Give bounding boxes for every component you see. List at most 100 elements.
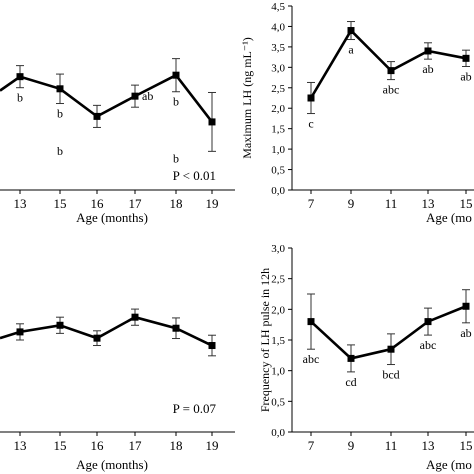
significance-letter: b <box>17 91 23 105</box>
significance-letter: b <box>57 144 63 158</box>
x-tick-label: 15 <box>460 196 473 211</box>
x-axis-label: Age (mo <box>426 210 472 225</box>
significance-letter: a <box>348 43 354 57</box>
x-tick-label: 13 <box>14 196 27 211</box>
panel-bottom-left: 13 15 16 17 18 19 P = 0.07 Age (months) <box>0 308 235 472</box>
y-tick-label: 0,5 <box>271 396 285 408</box>
x-tick-label: 18 <box>170 196 183 211</box>
y-tick-label: 4,0 <box>271 21 285 33</box>
y-tick-labels: 0,0 0,5 1,0 1,5 2,0 2,5 3,0 <box>271 243 292 439</box>
significance-letter: b <box>173 151 179 165</box>
significance-letter: ab <box>460 326 471 340</box>
significance-letters: c a abc ab ab <box>308 43 471 131</box>
x-tick-label: 16 <box>91 196 105 211</box>
x-tick-label: 7 <box>308 196 315 211</box>
x-tick-label: 17 <box>129 438 143 453</box>
y-tick-label: 3,0 <box>271 62 285 74</box>
data-point <box>347 27 355 35</box>
data-point <box>131 313 139 321</box>
data-point <box>172 71 180 79</box>
data-point <box>462 302 470 310</box>
data-point <box>208 118 216 126</box>
panel-bottom-right: 0,00,51,01,52,02,53,0 7 9 11 13 15 abccdbcda… <box>258 243 474 472</box>
panel-top-left: 13 15 16 17 18 19 b b ab b b b P < 0.01 Age (month… <box>0 58 235 225</box>
significance-letter: ab <box>460 70 471 84</box>
data-points <box>307 302 470 362</box>
y-tick-label: 4,5 <box>271 1 285 13</box>
x-tick-label: 13 <box>422 438 435 453</box>
y-tick-label: 1,5 <box>271 124 285 136</box>
significance-letter: b <box>173 95 179 109</box>
significance-letters: b b ab b b b <box>17 89 179 165</box>
data-point <box>16 328 24 336</box>
x-tick-labels: 13 15 16 17 18 19 <box>14 190 219 211</box>
x-tick-label: 18 <box>170 438 183 453</box>
y-tick-label: 2,5 <box>271 274 285 286</box>
x-tick-label: 9 <box>348 196 355 211</box>
y-axis-label: Frequency of LH pulse in 12h <box>258 268 272 412</box>
data-point <box>347 354 355 362</box>
x-axis-label: Age (mo <box>426 457 472 472</box>
significance-letter: abc <box>303 352 320 366</box>
data-point <box>462 54 470 62</box>
x-tick-labels: 7 9 11 13 15 <box>308 190 473 211</box>
x-tick-label: 19 <box>206 438 219 453</box>
p-value: P = 0.07 <box>173 401 217 416</box>
y-tick-label: 3,5 <box>271 42 285 54</box>
x-axis-label: Age (months) <box>76 210 148 225</box>
series-line <box>0 315 213 347</box>
y-tick-label: 0,0 <box>271 427 285 439</box>
y-tick-label: 0,0 <box>271 185 285 197</box>
x-tick-label: 13 <box>422 196 435 211</box>
data-point <box>307 318 315 326</box>
y-tick-label: 1,0 <box>271 366 285 378</box>
p-value: P < 0.01 <box>173 168 216 183</box>
x-tick-label: 11 <box>385 196 398 211</box>
x-tick-label: 15 <box>54 196 67 211</box>
y-tick-label: 1,0 <box>271 144 285 156</box>
significance-letters: abc cd bcd abc ab <box>303 326 472 389</box>
x-tick-label: 15 <box>54 438 67 453</box>
data-point <box>424 318 432 326</box>
x-tick-label: 19 <box>206 196 219 211</box>
data-point <box>424 47 432 55</box>
y-tick-label: 2,5 <box>271 83 285 95</box>
y-tick-label: 1,5 <box>271 335 285 347</box>
y-tick-label: 2,0 <box>271 103 285 115</box>
x-tick-label: 16 <box>91 438 105 453</box>
significance-letter: bcd <box>382 368 399 382</box>
data-point <box>16 73 24 81</box>
data-point <box>93 334 101 342</box>
data-points <box>16 71 216 126</box>
x-tick-labels: 13 15 16 17 18 19 <box>14 432 219 453</box>
data-point <box>307 94 315 102</box>
significance-letter: abc <box>420 338 437 352</box>
y-axis-label: Maximum LH (ng mL⁻¹) <box>240 37 254 159</box>
x-tick-label: 9 <box>348 438 355 453</box>
significance-letter: abc <box>383 83 400 97</box>
y-tick-label: 2,0 <box>271 304 285 316</box>
data-point <box>93 112 101 120</box>
x-tick-label: 13 <box>14 438 27 453</box>
data-point <box>56 85 64 93</box>
y-tick-label: 3,0 <box>271 243 285 255</box>
x-tick-label: 15 <box>460 438 473 453</box>
data-point <box>56 321 64 329</box>
panel-top-right: 0,00,51,01,52,02,53,03,54,04,5 7 9 11 13 15 … <box>240 1 474 225</box>
significance-letter: ab <box>142 89 153 103</box>
x-axis-label: Age (months) <box>76 457 148 472</box>
data-point <box>387 345 395 353</box>
significance-letter: c <box>308 117 313 131</box>
y-tick-label: 0,5 <box>271 165 285 177</box>
significance-letter: ab <box>422 62 433 76</box>
x-tick-label: 17 <box>129 196 143 211</box>
x-tick-label: 7 <box>308 438 315 453</box>
significance-letter: b <box>57 107 63 121</box>
significance-letter: cd <box>345 375 356 389</box>
x-tick-labels: 7 9 11 13 15 <box>308 432 473 453</box>
data-point <box>387 67 395 75</box>
data-points <box>307 27 470 102</box>
y-tick-labels: 0,0 0,5 1,0 1,5 2,0 2,5 3,0 3,5 4,0 4,5 <box>271 1 292 197</box>
data-point <box>208 342 216 350</box>
